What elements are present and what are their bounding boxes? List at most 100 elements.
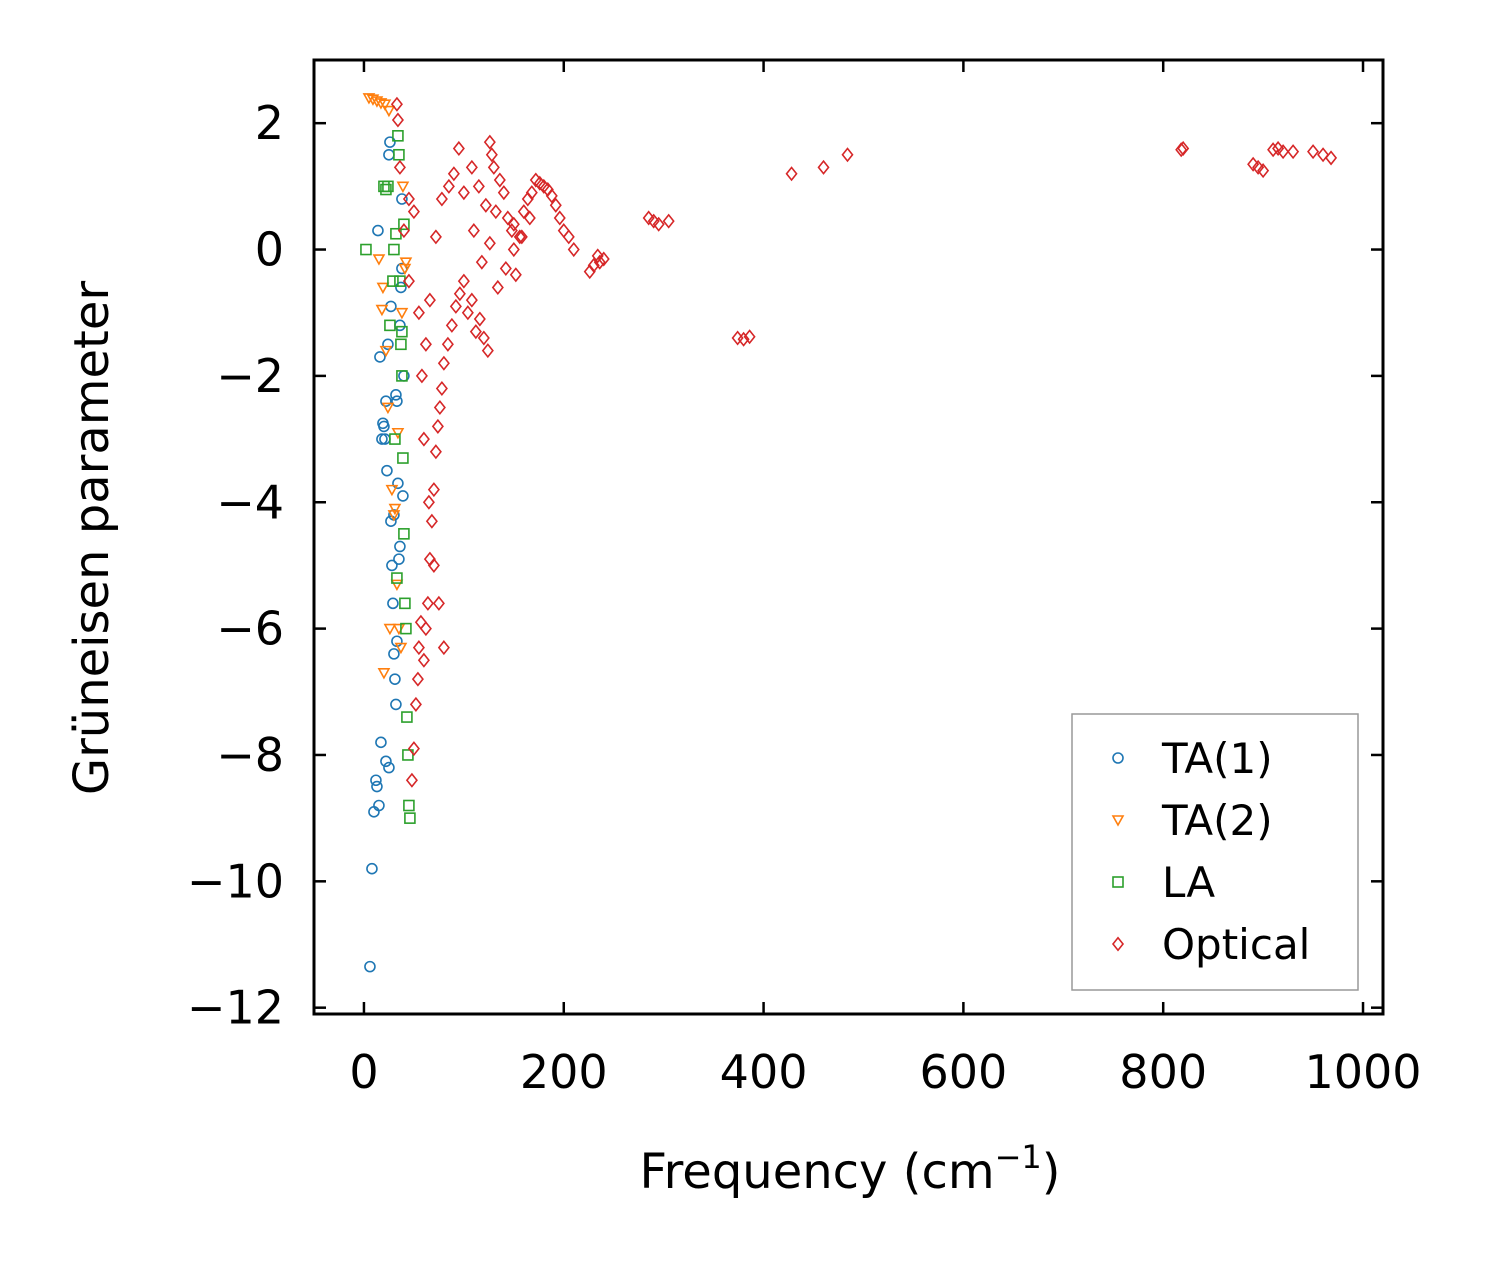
data-point (380, 755, 392, 768)
data-point (489, 204, 502, 220)
plot-frame (312, 58, 1385, 1016)
data-point (567, 242, 580, 258)
data-point (433, 399, 446, 416)
data-point (402, 191, 415, 207)
data-point (395, 281, 407, 294)
data-point (515, 229, 528, 245)
data-point (374, 98, 388, 110)
data-point (386, 559, 398, 572)
data-point (403, 799, 415, 812)
data-point (1277, 144, 1290, 160)
data-point (1307, 144, 1320, 160)
data-point (377, 417, 389, 430)
data-point (387, 275, 399, 287)
data-point (442, 178, 455, 194)
data-point (375, 304, 389, 317)
y-tick-label: −6 (216, 602, 284, 656)
data-point (392, 130, 404, 142)
data-point (419, 621, 432, 637)
data-point (467, 223, 480, 239)
data-point (395, 338, 407, 351)
data-point (743, 329, 756, 345)
data-point (376, 282, 390, 295)
data-point (401, 711, 413, 723)
legend: TA(1) TA(2) LA Optical (1071, 713, 1359, 991)
data-point (1177, 140, 1190, 156)
data-point (362, 93, 376, 105)
data-point (429, 444, 442, 460)
data-point (405, 772, 418, 788)
data-point (553, 210, 566, 226)
data-point (505, 223, 518, 239)
data-point (370, 774, 382, 787)
data-point (499, 260, 512, 277)
data-point (493, 172, 506, 188)
data-point (387, 597, 399, 610)
data-point (394, 642, 408, 655)
data-point (457, 185, 470, 201)
data-point (400, 622, 412, 635)
data-point (417, 431, 430, 447)
data-point (364, 960, 376, 973)
data-point (427, 557, 440, 573)
data-point (422, 494, 435, 510)
data-point (423, 292, 436, 308)
data-point (390, 96, 403, 112)
data-point (380, 183, 392, 196)
data-point (523, 210, 536, 226)
data-point (382, 105, 396, 118)
data-point (587, 257, 600, 273)
data-point (461, 305, 474, 321)
data-point (437, 355, 450, 371)
y-tick-label: −4 (216, 475, 284, 529)
data-point (557, 223, 570, 239)
data-point (398, 218, 410, 231)
data-point (391, 395, 403, 407)
data-point (404, 812, 416, 824)
data-point (374, 351, 386, 363)
data-point (397, 452, 409, 464)
data-point (491, 279, 504, 295)
data-point (393, 159, 406, 175)
data-point (373, 799, 385, 812)
data-point (1325, 150, 1338, 166)
data-point (388, 503, 402, 516)
data-point (483, 134, 496, 150)
data-point (411, 671, 424, 687)
data-point (432, 595, 445, 611)
data-point (435, 191, 448, 207)
data-point (507, 216, 520, 232)
data-point (487, 159, 500, 175)
data-point (407, 204, 420, 220)
data-point (399, 257, 413, 269)
data-point (383, 623, 397, 636)
data-point (1317, 147, 1330, 163)
data-point (366, 862, 378, 875)
y-tick-label: 2 (255, 96, 284, 150)
data-point (549, 197, 562, 213)
y-tick-label: −12 (187, 981, 284, 1035)
data-point (372, 254, 386, 266)
data-point (497, 185, 510, 201)
x-tick-label: 400 (720, 1045, 808, 1099)
data-point (737, 331, 750, 347)
data-point (419, 336, 432, 352)
data-point (375, 736, 387, 749)
data-point (397, 490, 409, 502)
data-point (449, 298, 462, 314)
data-point (429, 229, 442, 245)
data-point (392, 477, 404, 490)
data-point (593, 254, 606, 270)
series-ta-2 (362, 93, 413, 680)
x-axis-label: Frequency (cm−1) (639, 1138, 1060, 1200)
series-optical (390, 96, 1338, 788)
data-point (481, 343, 494, 359)
legend-entry: TA(1) (1112, 734, 1273, 783)
scatter-layer (360, 93, 1338, 973)
x-tick-label: 1000 (1304, 1045, 1421, 1099)
data-point (388, 243, 400, 256)
x-tick-label: 600 (919, 1045, 1007, 1099)
data-point (477, 330, 490, 346)
data-point (391, 572, 403, 584)
